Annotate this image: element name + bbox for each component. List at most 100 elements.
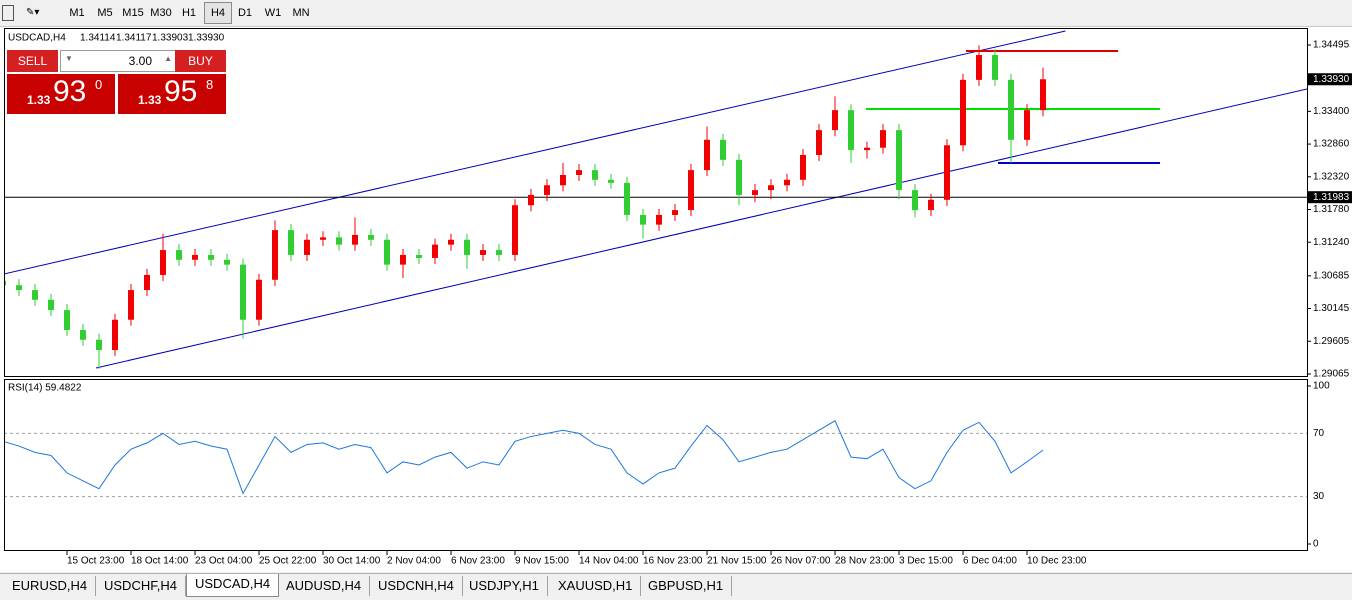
rsi-tick-label: 0 <box>1313 539 1319 550</box>
timeframe-button[interactable]: H1 <box>181 7 197 19</box>
rsi-pane <box>4 379 1308 551</box>
sell-button[interactable]: SELL <box>7 50 58 72</box>
timeframe-button[interactable]: M1 <box>69 7 85 19</box>
candle-body <box>336 237 342 245</box>
current-price-label: 1.33930 <box>1313 74 1350 85</box>
candle-body <box>416 254 422 258</box>
candle-body <box>736 159 742 195</box>
candle-body <box>48 299 54 311</box>
lot-up[interactable]: ▲ <box>164 54 172 63</box>
timeframe-button[interactable]: MN <box>292 7 310 19</box>
candle-body <box>176 250 182 260</box>
current-price-bg <box>1308 73 1352 86</box>
y-tick-label: 1.32320 <box>1313 171 1350 182</box>
quote-high: 1.34117 <box>116 33 152 44</box>
candle-body <box>768 185 774 191</box>
candle-body <box>720 139 726 160</box>
candle-body <box>432 244 438 258</box>
candle-body <box>256 279 262 320</box>
symbol-tab[interactable]: GBPUSD,H1 <box>640 576 733 596</box>
y-tick-label: 1.29065 <box>1313 369 1350 380</box>
candle-body <box>224 259 230 265</box>
candle-body <box>1008 79 1014 140</box>
x-tick-label: 6 Nov 23:00 <box>451 556 505 567</box>
candle-body <box>16 285 22 291</box>
price-pane <box>4 28 1308 377</box>
x-tick-label: 2 Nov 04:00 <box>387 556 441 567</box>
candle-body <box>144 274 150 291</box>
candle-body <box>5 280 6 286</box>
chart-background <box>0 27 1352 572</box>
symbol-tab[interactable]: USDCAD,H4 <box>186 574 280 597</box>
timeframe-button[interactable]: H4 <box>204 2 232 24</box>
timeframe-button[interactable]: M5 <box>97 7 113 19</box>
symbol-tab[interactable]: EURUSD,H4 <box>4 576 97 596</box>
x-tick-label: 14 Nov 04:00 <box>579 556 639 567</box>
toolbar-icon[interactable] <box>2 5 14 21</box>
rsi-tick-label: 30 <box>1313 491 1325 502</box>
bid-prefix: 1.33 <box>27 93 51 107</box>
one-click-trading: SELL ▼ 3.00 ▲ BUY 1.33 93 0 1.33 95 8 <box>7 50 226 114</box>
timeframe-button[interactable]: W1 <box>264 7 282 19</box>
y-tick-label: 1.30685 <box>1313 270 1350 281</box>
candle-body <box>512 205 518 255</box>
candle-body <box>368 234 374 240</box>
lot-down[interactable]: ▼ <box>65 54 73 63</box>
candle-body <box>608 179 614 183</box>
timeframe-button[interactable]: D1 <box>237 7 253 19</box>
candle-body <box>816 130 822 155</box>
channel-line <box>5 30 1066 275</box>
quote-close: 1.33930 <box>188 33 225 44</box>
lot-value: 3.00 <box>128 54 152 68</box>
symbol-tab[interactable]: USDCNH,H4 <box>370 576 463 596</box>
symbol-tabs: EURUSD,H4 USDCHF,H4 USDCAD,H4 AUDUSD,H4 USDC… <box>0 573 1352 600</box>
x-tick-label: 21 Nov 15:00 <box>707 556 767 567</box>
candle-body <box>880 130 886 148</box>
chart-title: USDCAD,H4 <box>8 33 66 44</box>
candle-body <box>352 234 358 245</box>
lot-field[interactable]: ▼ 3.00 ▲ <box>60 50 177 72</box>
ask-pips: 95 <box>164 75 198 108</box>
candle-body <box>944 145 950 200</box>
bid-box[interactable]: 1.33 93 0 <box>7 74 115 114</box>
x-tick-label: 28 Nov 23:00 <box>835 556 895 567</box>
symbol-tab[interactable]: XAUUSD,H1 <box>550 576 642 596</box>
candle-body <box>896 130 902 191</box>
timeframe-button[interactable]: M15 <box>122 7 144 19</box>
candle-body <box>784 179 790 186</box>
x-tick-label: 23 Oct 04:00 <box>195 556 253 567</box>
x-tick-label: 18 Oct 14:00 <box>131 556 189 567</box>
rsi-tick-label: 100 <box>1313 381 1330 392</box>
candle-body <box>288 230 294 255</box>
candle-body <box>1040 79 1046 111</box>
candle-body <box>384 239 390 265</box>
candle-body <box>656 214 662 225</box>
x-tick-label: 10 Dec 23:00 <box>1027 556 1087 567</box>
quote-low: 1.33903 <box>152 33 189 44</box>
symbol-tab[interactable]: AUDUSD,H4 <box>278 576 371 596</box>
candle-body <box>928 199 934 211</box>
candle-body <box>160 250 166 275</box>
candle-body <box>528 194 534 206</box>
candle-body <box>960 79 966 146</box>
quote-open: 1.34114 <box>80 33 116 44</box>
x-tick-label: 6 Dec 04:00 <box>963 556 1017 567</box>
ask-box[interactable]: 1.33 95 8 <box>118 74 226 114</box>
symbol-tab[interactable]: USDCHF,H4 <box>96 576 186 596</box>
candle-body <box>912 190 918 211</box>
candle-body <box>240 264 246 320</box>
candle-body <box>576 170 582 175</box>
candle-body <box>592 170 598 180</box>
candle-body <box>992 55 998 80</box>
y-tick-label: 1.32860 <box>1313 139 1350 150</box>
rsi-tick-label: 70 <box>1313 428 1325 439</box>
timeframe-button[interactable]: M30 <box>150 7 172 19</box>
ask-prefix: 1.33 <box>138 93 162 107</box>
chart-area: 1.34495 1.33400 1.32860 1.32320 1.31780 1.312… <box>0 27 1352 572</box>
candle-body <box>752 190 758 195</box>
buy-button[interactable]: BUY <box>175 50 226 72</box>
candle-body <box>96 339 102 351</box>
drawing-menu-icon[interactable]: ✎▾ <box>26 7 40 18</box>
candle-body <box>848 110 854 151</box>
symbol-tab[interactable]: USDJPY,H1 <box>461 576 548 596</box>
